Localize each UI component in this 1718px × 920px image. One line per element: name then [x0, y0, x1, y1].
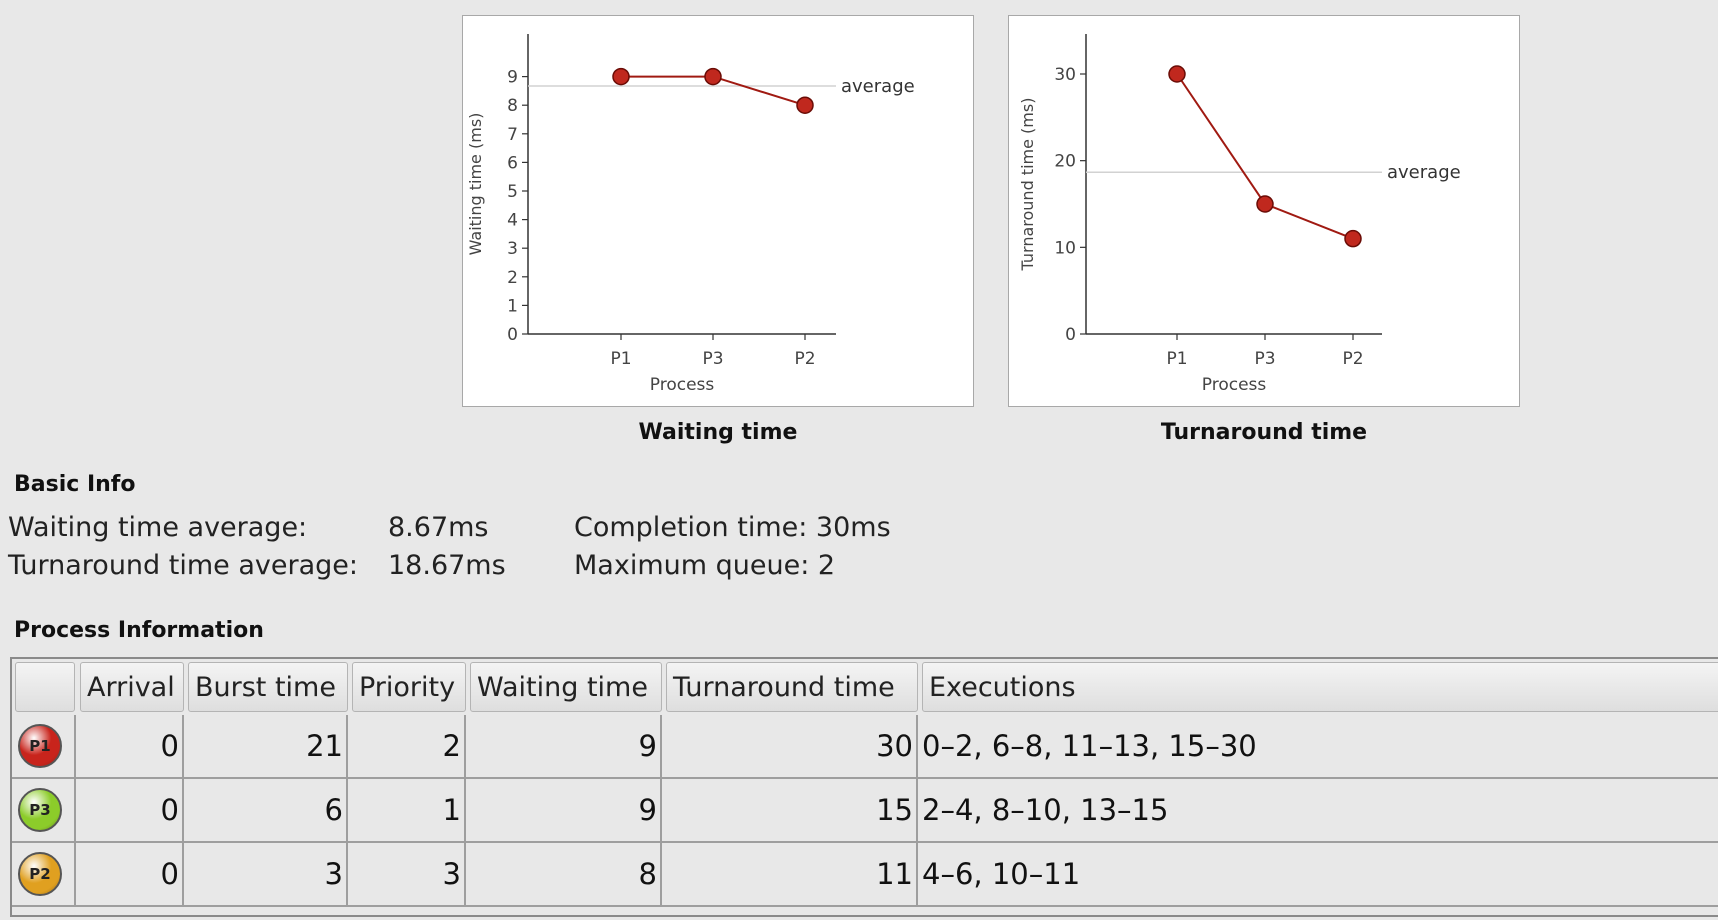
waiting-average-value: 8.67ms — [388, 512, 489, 543]
arrival-cell[interactable]: 0 — [76, 843, 184, 907]
data-point — [1168, 65, 1186, 83]
y-tick-label: 10 — [1054, 238, 1076, 258]
waiting-average-label: Waiting time average: — [8, 512, 308, 543]
y-tick-label: 8 — [507, 96, 518, 116]
data-point — [612, 67, 630, 86]
waiting-time-chart: 0 1 2 3 4 5 6 7 8 9 P1 P3 P2 Process Waiting time (ms)… — [462, 15, 974, 407]
completion-time: Completion time: 30ms — [574, 512, 891, 543]
process-cell[interactable]: P2 — [12, 843, 76, 907]
red-ball-icon: P1 — [18, 724, 62, 768]
column-header-turnaround-time[interactable]: Turnaround time — [666, 662, 918, 712]
series-line — [1176, 73, 1354, 240]
arrival-cell[interactable]: 0 — [76, 715, 184, 779]
executions-cell[interactable]: 4–6, 10–11 — [918, 843, 1718, 907]
process-table: Arrival Burst time Priority Waiting time… — [10, 657, 1718, 917]
executions-cell[interactable]: 2–4, 8–10, 13–15 — [918, 779, 1718, 843]
turnaround-average-label: Turnaround time average: — [8, 550, 358, 581]
data-point — [1256, 195, 1274, 213]
waiting-time-chart-caption: Waiting time — [638, 420, 798, 445]
process-info-title: Process Information — [14, 618, 264, 643]
data-point — [1344, 229, 1362, 248]
column-header-priority[interactable]: Priority — [352, 662, 466, 712]
maximum-queue: Maximum queue: 2 — [574, 550, 836, 581]
x-tick-label: P2 — [1342, 349, 1363, 369]
x-tick-label: P1 — [610, 349, 631, 369]
y-tick-label: 0 — [507, 325, 518, 345]
average-label: average — [841, 76, 915, 97]
priority-cell[interactable]: 1 — [348, 779, 466, 843]
burst-time-cell[interactable]: 3 — [184, 843, 348, 907]
executions-cell[interactable]: 0–2, 6–8, 11–13, 15–30 — [918, 715, 1718, 779]
y-axis-label: Turnaround time (ms) — [1018, 98, 1037, 272]
data-point — [796, 96, 814, 114]
column-header-waiting-time[interactable]: Waiting time — [470, 662, 662, 712]
y-tick-label: 5 — [507, 182, 518, 202]
green-ball-icon: P3 — [18, 788, 62, 832]
turnaround-time-cell[interactable]: 30 — [662, 715, 918, 779]
y-tick-label: 20 — [1054, 152, 1076, 172]
x-tick-label: P2 — [794, 349, 815, 369]
waiting-time-cell[interactable]: 9 — [466, 779, 662, 843]
x-tick-label: P3 — [1254, 349, 1275, 369]
x-axis-label: Process — [1202, 375, 1267, 395]
column-header-arrival[interactable]: Arrival — [80, 662, 184, 712]
orange-ball-icon: P2 — [18, 852, 62, 896]
y-tick-label: 0 — [1065, 325, 1076, 345]
x-tick-label: P3 — [702, 349, 723, 369]
x-axis-label: Process — [650, 375, 715, 395]
x-tick-label: P1 — [1166, 349, 1187, 369]
y-axis-label: Waiting time (ms) — [466, 113, 485, 256]
priority-cell[interactable]: 3 — [348, 843, 466, 907]
y-tick-label: 4 — [507, 211, 518, 231]
y-tick-label: 2 — [507, 268, 518, 288]
column-header-burst-time[interactable]: Burst time — [188, 662, 348, 712]
y-tick-label: 7 — [507, 125, 518, 145]
y-tick-label: 9 — [507, 68, 518, 88]
waiting-time-cell[interactable]: 8 — [466, 843, 662, 907]
turnaround-time-cell[interactable]: 15 — [662, 779, 918, 843]
column-header-process[interactable] — [15, 662, 75, 712]
y-tick-label: 3 — [507, 239, 518, 259]
turnaround-time-chart-caption: Turnaround time — [1160, 420, 1368, 445]
average-label: average — [1387, 162, 1461, 183]
y-tick-label: 30 — [1054, 65, 1076, 85]
y-tick-label: 6 — [507, 153, 518, 173]
turnaround-time-cell[interactable]: 11 — [662, 843, 918, 907]
burst-time-cell[interactable]: 6 — [184, 779, 348, 843]
arrival-cell[interactable]: 0 — [76, 779, 184, 843]
priority-cell[interactable]: 2 — [348, 715, 466, 779]
data-point — [704, 67, 722, 86]
y-tick-label: 1 — [507, 296, 518, 316]
turnaround-average-value: 18.67ms — [388, 550, 506, 581]
chart-svg: 0 10 20 30 P1 P3 P2 Process Turnaround time (ms)… — [1018, 34, 1461, 395]
column-header-executions[interactable]: Executions — [922, 662, 1718, 712]
chart-svg: 0 1 2 3 4 5 6 7 8 9 P1 P3 P2 Process Waiting time (ms)… — [466, 34, 915, 395]
turnaround-time-chart: 0 10 20 30 P1 P3 P2 Process Turnaround time (ms)… — [1008, 15, 1520, 407]
process-cell[interactable]: P3 — [12, 779, 76, 843]
burst-time-cell[interactable]: 21 — [184, 715, 348, 779]
process-cell[interactable]: P1 — [12, 715, 76, 779]
basic-info-title: Basic Info — [14, 472, 136, 497]
waiting-time-cell[interactable]: 9 — [466, 715, 662, 779]
